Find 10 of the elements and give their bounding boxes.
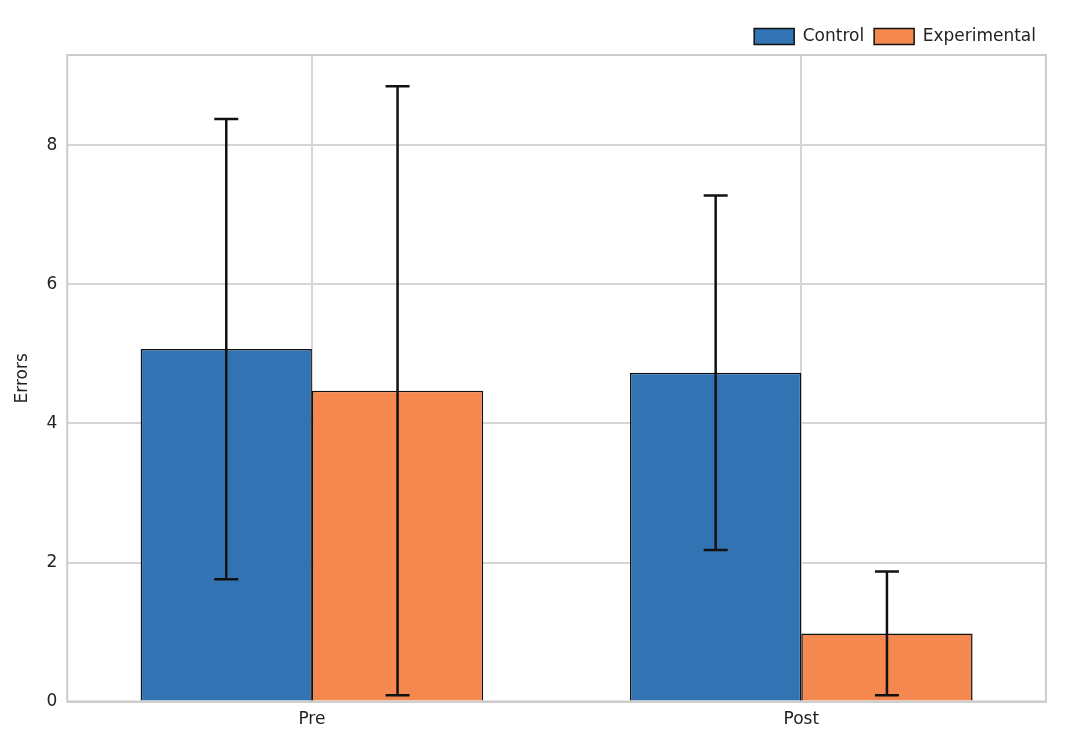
y-tick-label: 4 (46, 411, 58, 432)
x-tick-label: Pre (298, 708, 326, 729)
legend-label: Experimental (922, 24, 1037, 45)
y-axis-title: Errors (10, 353, 31, 404)
y-tick-label: 8 (46, 133, 58, 154)
y-tick-label: 0 (46, 690, 58, 711)
x-tick-label: Post (783, 708, 820, 729)
legend-label: Control (802, 24, 865, 45)
y-tick-label: 6 (46, 272, 58, 293)
y-tick-label: 2 (46, 550, 58, 571)
